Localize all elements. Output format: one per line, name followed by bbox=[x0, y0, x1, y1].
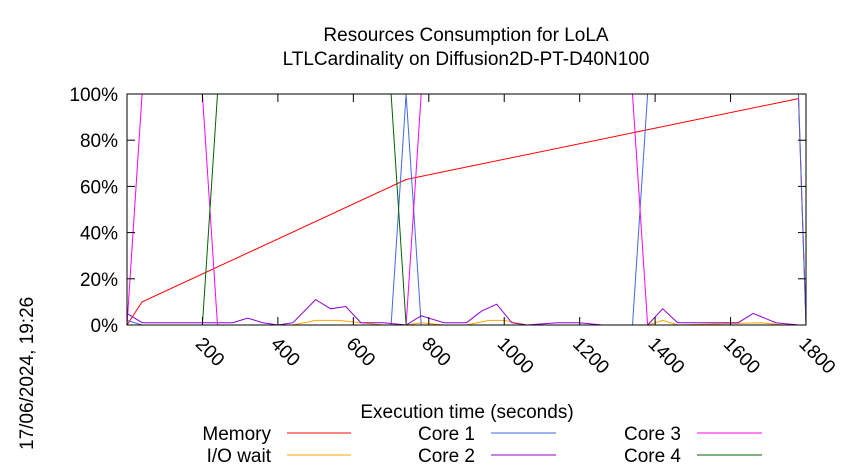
y-axis: 0% 20% 40% 60% 80% 100% bbox=[69, 85, 806, 337]
plot-border bbox=[126, 93, 807, 326]
series-line-core-2 bbox=[127, 298, 806, 326]
x-tick-label: 1800 bbox=[794, 334, 839, 379]
y-tick-label: 0% bbox=[91, 316, 119, 337]
chart-title: Resources Consumption for LoLA bbox=[323, 25, 608, 46]
series-line-memory bbox=[127, 97, 806, 326]
y-tick-label: 20% bbox=[80, 270, 118, 291]
x-tick-label: 800 bbox=[417, 334, 454, 371]
x-tick-label: 1400 bbox=[644, 334, 689, 379]
y-tick-label: 40% bbox=[80, 224, 118, 245]
legend-label-i-o-wait: I/O wait bbox=[207, 446, 272, 467]
plot-lines bbox=[127, 93, 806, 326]
y-tick-label: 60% bbox=[80, 177, 118, 198]
chart-subtitle: LTLCardinality on Diffusion2D-PT-D40N100 bbox=[283, 49, 650, 70]
series-line-core-1 bbox=[127, 93, 806, 326]
legend-label-core-1: Core 1 bbox=[418, 424, 475, 445]
y-tick-label: 100% bbox=[69, 85, 118, 106]
x-axis: 200 400 600 800 1000 1200 1400 1600 1800 bbox=[191, 94, 839, 378]
x-tick-label: 400 bbox=[266, 334, 303, 371]
x-tick-label: 600 bbox=[342, 334, 379, 371]
legend-label-core-4: Core 4 bbox=[624, 446, 681, 467]
series-line-core-3 bbox=[127, 93, 806, 326]
x-tick-label: 1200 bbox=[568, 334, 613, 379]
legend-label-memory: Memory bbox=[202, 424, 271, 445]
x-tick-label: 1600 bbox=[719, 334, 764, 379]
x-axis-label: Execution time (seconds) bbox=[360, 402, 573, 423]
legend-label-core-3: Core 3 bbox=[624, 424, 681, 445]
x-tick-label: 200 bbox=[191, 334, 228, 371]
timestamp: 17/06/2024, 19:26 bbox=[17, 297, 38, 450]
legend-label-core-2: Core 2 bbox=[418, 446, 475, 467]
y-tick-label: 80% bbox=[80, 131, 118, 152]
x-tick-label: 1000 bbox=[493, 334, 538, 379]
series-line-core-4 bbox=[127, 93, 806, 326]
